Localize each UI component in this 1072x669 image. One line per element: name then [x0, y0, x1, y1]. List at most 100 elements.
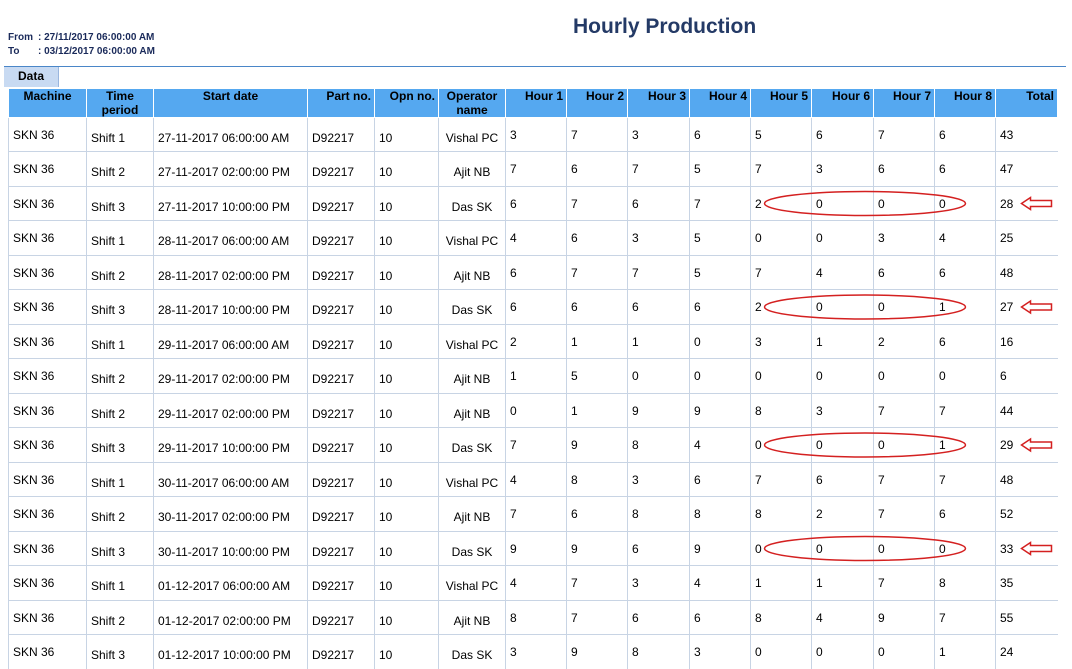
hour-2-cell: 7	[567, 256, 628, 290]
time-period-cell: Shift 3	[87, 635, 154, 669]
opn-no-cell: 10	[375, 497, 439, 532]
hour-2-cell: 7	[567, 118, 628, 152]
column-header: Hour 5	[751, 89, 812, 118]
hour-4-cell: 0	[690, 359, 751, 394]
part-no-cell: D92217	[308, 187, 375, 221]
hour-8-cell: 0	[935, 532, 996, 566]
hour-5-cell: 7	[751, 256, 812, 290]
hour-3-cell: 8	[628, 428, 690, 463]
hour-4-cell: 0	[690, 325, 751, 359]
part-no-cell: D92217	[308, 428, 375, 463]
hour-7-cell: 2	[874, 325, 935, 359]
total-cell: 33	[996, 532, 1058, 566]
hour-5-cell: 0	[751, 635, 812, 669]
start-date-cell: 01-12-2017 06:00:00 AM	[154, 566, 308, 601]
hour-2-cell: 1	[567, 325, 628, 359]
machine-cell: SKN 36	[9, 152, 87, 187]
column-header: Total	[996, 89, 1058, 118]
hour-4-cell: 3	[690, 635, 751, 669]
opn-no-cell: 10	[375, 221, 439, 256]
hour-6-cell: 6	[812, 463, 874, 497]
hour-4-cell: 6	[690, 463, 751, 497]
date-range: From: 27/11/2017 06:00:00 AM To: 03/12/2…	[8, 31, 155, 59]
hour-4-cell: 5	[690, 221, 751, 256]
hour-3-cell: 6	[628, 187, 690, 221]
hour-3-cell: 0	[628, 359, 690, 394]
hour-1-cell: 8	[506, 601, 567, 635]
hour-7-cell: 3	[874, 221, 935, 256]
hour-4-cell: 6	[690, 601, 751, 635]
start-date-cell: 30-11-2017 02:00:00 PM	[154, 497, 308, 532]
column-header: Hour 1	[506, 89, 567, 118]
column-header: Part no.	[308, 89, 375, 118]
time-period-cell: Shift 3	[87, 187, 154, 221]
total-cell: 48	[996, 463, 1058, 497]
machine-cell: SKN 36	[9, 635, 87, 669]
opn-no-cell: 10	[375, 325, 439, 359]
report-title: Hourly Production	[573, 15, 756, 39]
machine-cell: SKN 36	[9, 290, 87, 325]
total-cell: 24	[996, 635, 1058, 669]
operator-name-cell: Ajit NB	[439, 359, 506, 394]
hour-3-cell: 3	[628, 221, 690, 256]
part-no-cell: D92217	[308, 118, 375, 152]
machine-cell: SKN 36	[9, 601, 87, 635]
hour-3-cell: 3	[628, 463, 690, 497]
hour-3-cell: 1	[628, 325, 690, 359]
operator-name-cell: Vishal PC	[439, 118, 506, 152]
total-cell: 29	[996, 428, 1058, 463]
tab-data[interactable]: Data	[4, 67, 59, 87]
machine-cell: SKN 36	[9, 359, 87, 394]
opn-no-cell: 10	[375, 394, 439, 428]
opn-no-cell: 10	[375, 428, 439, 463]
from-value: : 27/11/2017 06:00:00 AM	[38, 32, 154, 43]
hour-1-cell: 4	[506, 463, 567, 497]
hour-8-cell: 6	[935, 256, 996, 290]
hour-5-cell: 1	[751, 566, 812, 601]
hour-6-cell: 0	[812, 635, 874, 669]
hour-2-cell: 6	[567, 152, 628, 187]
machine-cell: SKN 36	[9, 118, 87, 152]
hour-5-cell: 3	[751, 325, 812, 359]
hour-7-cell: 0	[874, 532, 935, 566]
start-date-cell: 30-11-2017 10:00:00 PM	[154, 532, 308, 566]
operator-name-cell: Ajit NB	[439, 497, 506, 532]
operator-name-cell: Vishal PC	[439, 221, 506, 256]
part-no-cell: D92217	[308, 221, 375, 256]
machine-cell: SKN 36	[9, 394, 87, 428]
hour-8-cell: 8	[935, 566, 996, 601]
hour-8-cell: 1	[935, 635, 996, 669]
to-value: : 03/12/2017 06:00:00 AM	[38, 46, 155, 57]
hour-2-cell: 7	[567, 566, 628, 601]
hour-6-cell: 6	[812, 118, 874, 152]
hour-4-cell: 4	[690, 566, 751, 601]
hour-2-cell: 6	[567, 497, 628, 532]
operator-name-cell: Vishal PC	[439, 463, 506, 497]
time-period-cell: Shift 2	[87, 359, 154, 394]
column-header: Hour 3	[628, 89, 690, 118]
hour-7-cell: 0	[874, 290, 935, 325]
total-cell: 48	[996, 256, 1058, 290]
total-cell: 47	[996, 152, 1058, 187]
machine-cell: SKN 36	[9, 428, 87, 463]
time-period-cell: Shift 2	[87, 256, 154, 290]
column-header: Time period	[87, 89, 154, 118]
total-cell: 6	[996, 359, 1058, 394]
hour-7-cell: 7	[874, 566, 935, 601]
hour-1-cell: 4	[506, 221, 567, 256]
column-header: Hour 7	[874, 89, 935, 118]
hour-8-cell: 7	[935, 463, 996, 497]
hour-1-cell: 7	[506, 152, 567, 187]
hour-6-cell: 0	[812, 428, 874, 463]
column-header: Hour 8	[935, 89, 996, 118]
operator-name-cell: Das SK	[439, 290, 506, 325]
